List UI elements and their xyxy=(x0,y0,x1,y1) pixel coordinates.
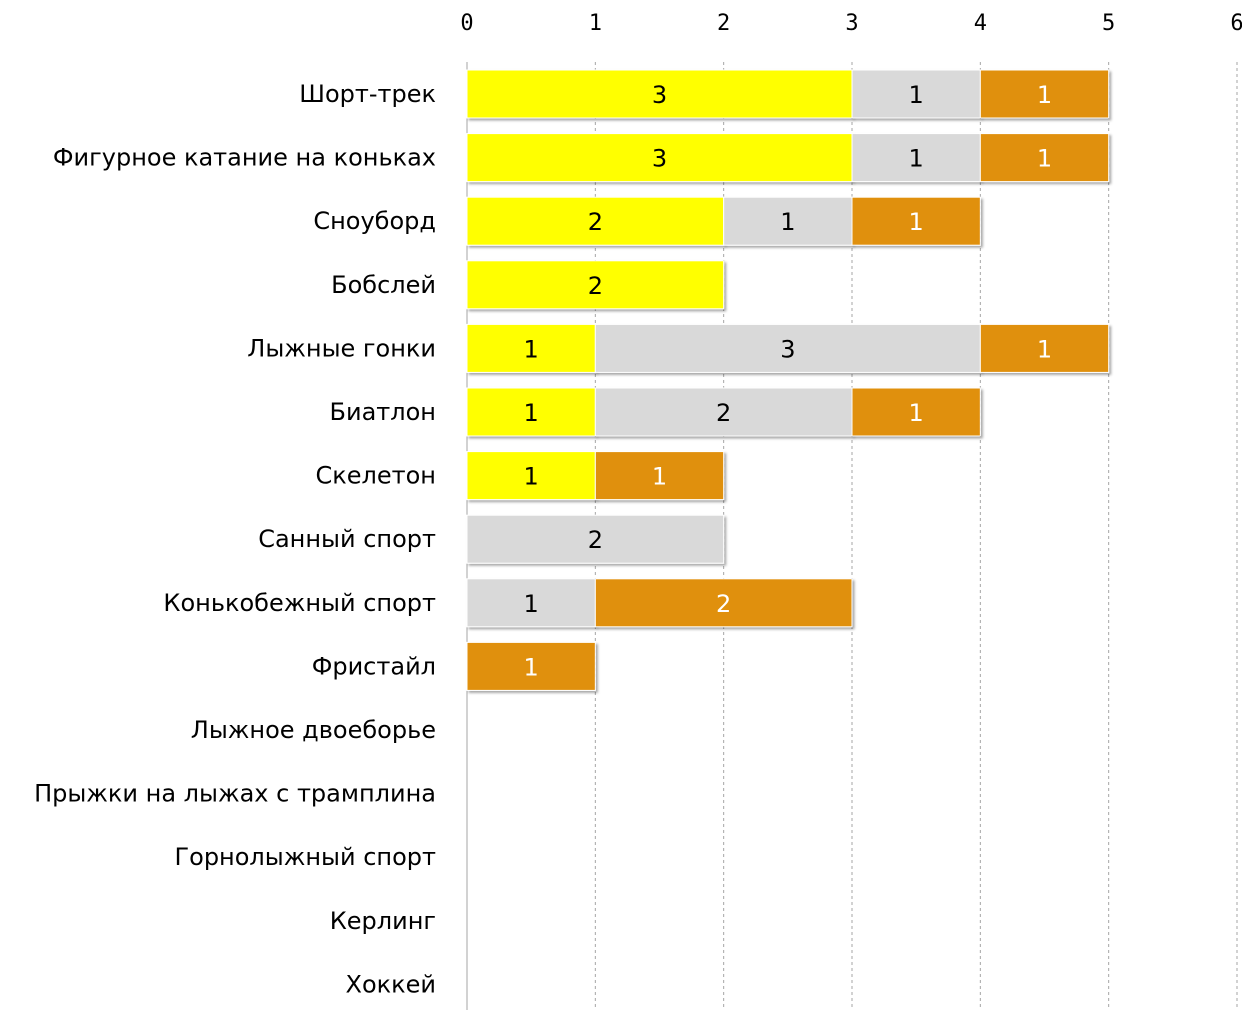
category-label: Конькобежный спорт xyxy=(163,589,436,617)
bar-segment xyxy=(979,133,1110,183)
bar-segment xyxy=(594,451,725,501)
data-label: 3 xyxy=(652,145,667,173)
category-label: Сноуборд xyxy=(313,207,436,235)
bar-segment xyxy=(466,323,596,373)
bar-segment xyxy=(466,641,596,691)
bar-segment xyxy=(466,196,725,246)
data-label: 2 xyxy=(716,399,731,427)
bar-segment xyxy=(851,133,981,183)
category-label: Фигурное катание на коньках xyxy=(53,144,436,172)
data-label: 1 xyxy=(909,145,924,173)
data-label: 2 xyxy=(716,590,731,618)
x-tick-label-5: 5 xyxy=(1102,11,1115,36)
bars: 3 1 1 3 1 1 2 1 1 2 1 3 1 1 2 1 1 1 2 1 2 1 xyxy=(466,69,1110,691)
bar-segment xyxy=(594,387,853,437)
bar-segment xyxy=(851,387,981,437)
data-label: 1 xyxy=(524,399,539,427)
bar-segment xyxy=(979,69,1110,119)
category-label: Бобслей xyxy=(331,271,436,299)
bar-segment xyxy=(851,196,981,246)
x-tick-label-3: 3 xyxy=(845,11,858,36)
x-tick-label-4: 4 xyxy=(974,11,987,36)
data-label: 1 xyxy=(652,463,667,491)
bar-segment xyxy=(466,260,725,310)
data-label: 1 xyxy=(524,463,539,491)
data-label: 1 xyxy=(524,653,539,681)
bar-segment xyxy=(594,578,853,628)
data-label: 1 xyxy=(524,335,539,363)
data-label: 1 xyxy=(909,81,924,109)
x-tick-label-2: 2 xyxy=(717,11,730,36)
category-label: Лыжные гонки xyxy=(247,334,436,362)
bar-segment xyxy=(466,451,596,501)
bar-segment xyxy=(979,323,1110,373)
bar-segment xyxy=(851,69,981,119)
data-label: 2 xyxy=(588,526,603,554)
category-label: Горнолыжный спорт xyxy=(175,843,437,871)
x-tick-label-6: 6 xyxy=(1230,11,1242,36)
category-label: Скелетон xyxy=(316,462,436,490)
category-label: Шорт-трек xyxy=(299,80,436,108)
data-label: 1 xyxy=(1037,335,1052,363)
category-label: Санный спорт xyxy=(258,525,436,553)
category-label: Хоккей xyxy=(346,970,436,998)
data-label: 1 xyxy=(909,208,924,236)
data-label: 1 xyxy=(1037,145,1052,173)
x-tick-label-0: 0 xyxy=(460,11,473,36)
data-label: 1 xyxy=(524,590,539,618)
category-label: Керлинг xyxy=(330,907,436,935)
category-label: Лыжное двоеборье xyxy=(191,716,436,744)
data-label: 3 xyxy=(780,335,795,363)
data-label: 3 xyxy=(652,81,667,109)
bar-segment xyxy=(466,578,596,628)
data-label: 1 xyxy=(1037,81,1052,109)
category-label: Фристайл xyxy=(312,652,436,680)
data-label: 2 xyxy=(588,208,603,236)
category-labels: Шорт-трек Фигурное катание на коньках Сноу… xyxy=(34,80,436,998)
data-label: 2 xyxy=(588,272,603,300)
bar-segment xyxy=(466,133,853,183)
x-axis-ticks: 0 1 2 3 4 5 6 xyxy=(460,11,1242,36)
x-tick-label-1: 1 xyxy=(589,11,602,36)
data-label: 1 xyxy=(780,208,795,236)
category-label: Прыжки на лыжах с трамплина xyxy=(34,780,436,808)
bar-segment xyxy=(466,69,853,119)
data-label: 1 xyxy=(909,399,924,427)
bar-segment xyxy=(466,514,725,564)
category-label: Биатлон xyxy=(330,398,436,426)
